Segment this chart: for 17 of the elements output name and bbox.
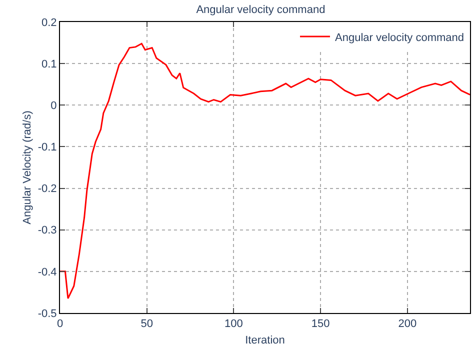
- y-tick-label: -0.2: [38, 183, 57, 196]
- y-tick-label: 0: [50, 100, 57, 112]
- legend-label: Angular velocity command: [335, 32, 464, 44]
- y-tick-label: -0.4: [38, 266, 57, 278]
- x-tick-label: 50: [140, 318, 153, 330]
- y-tick-label: -0.1: [38, 142, 57, 154]
- x-tick-label: 100: [224, 318, 243, 330]
- x-tick-label: 150: [311, 318, 330, 330]
- line-series: [60, 42, 470, 300]
- x-tick-label: 200: [398, 318, 417, 330]
- y-tick-label: -0.5: [38, 308, 57, 320]
- y-tick-label: 0.2: [42, 16, 57, 29]
- y-axis-title: Angular Velocity (rad/s): [21, 110, 34, 224]
- y-tick-label: 0.1: [42, 58, 57, 70]
- chart-title: Angular velocity command: [196, 4, 326, 16]
- x-axis-title: Iteration: [245, 334, 285, 346]
- y-tick-label: -0.3: [38, 224, 57, 237]
